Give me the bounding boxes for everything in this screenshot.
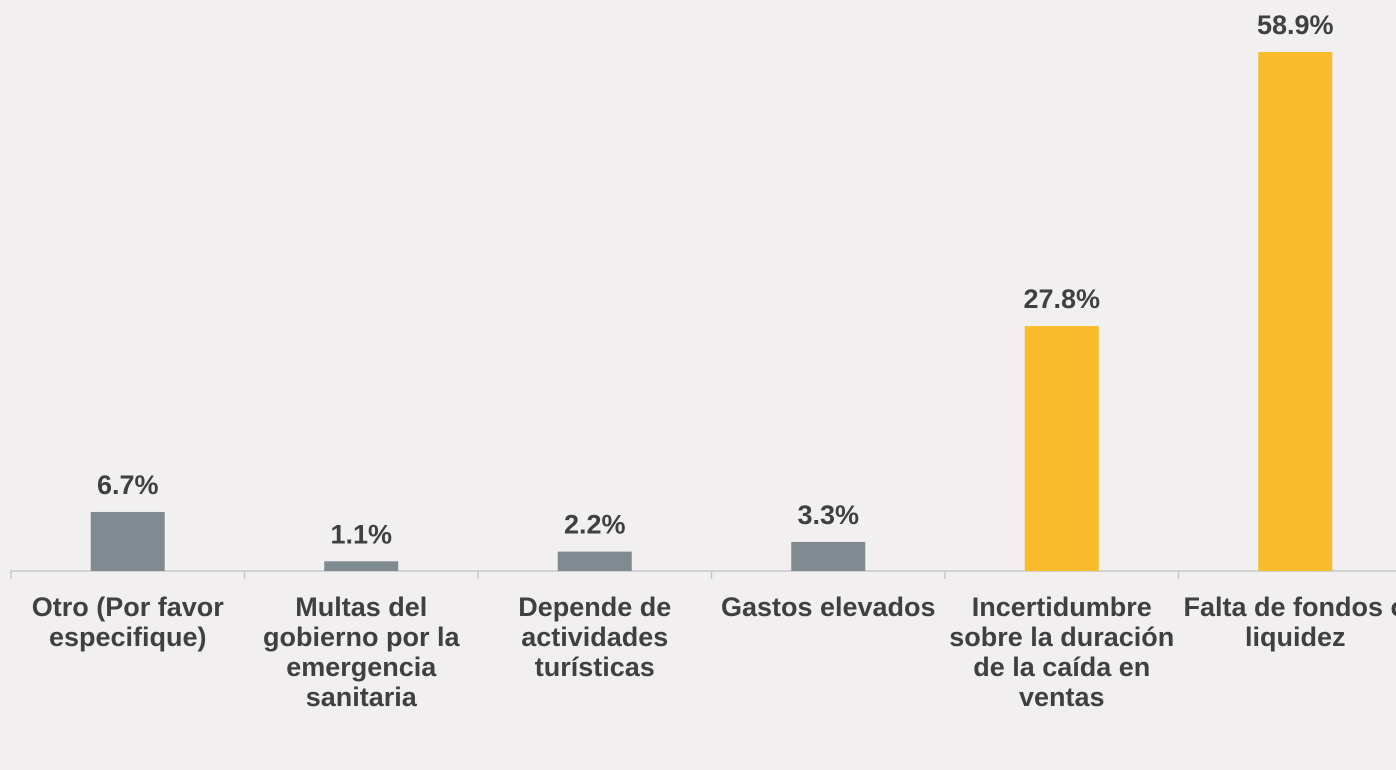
bar [324,561,399,571]
x-tick-label: Falta de fondos o liquidez [1183,592,1396,652]
bar [1024,326,1099,571]
bar [1258,51,1333,571]
value-label: 27.8% [1023,284,1100,314]
bar [557,551,632,571]
x-tick-label: Otro (Por favor especifique) [31,592,224,652]
bar [90,511,165,571]
x-tick-label: Incertidumbre sobre la duración de la ca… [949,592,1175,712]
value-label: 6.7% [97,470,159,500]
x-tick-label: Gastos elevados [720,592,936,622]
x-tick-label: Depende de actividades turísticas [518,592,672,682]
value-label: 58.9% [1257,10,1334,40]
bar [791,541,866,571]
value-label: 3.3% [797,500,859,530]
x-tick-label: Multas del gobierno por la emergencia sa… [262,592,460,712]
value-label: 1.1% [330,519,392,549]
value-label: 2.2% [564,510,626,540]
